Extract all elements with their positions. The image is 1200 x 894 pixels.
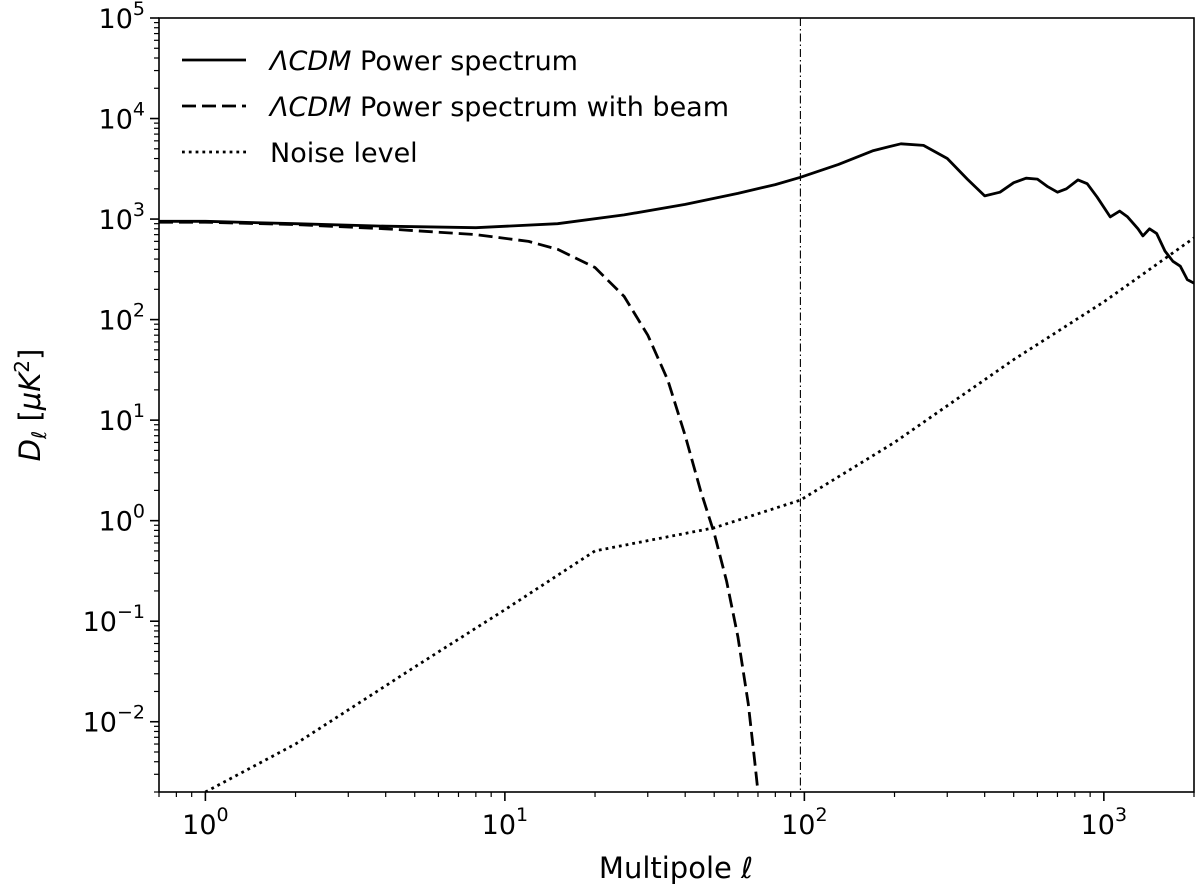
y-tick-label: 105	[99, 0, 145, 35]
y-axis-title: Dℓ [μK2]	[10, 349, 51, 462]
series-line-power-spectrum-beam	[159, 220, 760, 792]
x-tick-exp: 3	[1115, 804, 1127, 826]
y-tick-label: 104	[99, 99, 145, 136]
x-tick-exp: 0	[217, 804, 229, 826]
y-tick-base: 10	[99, 306, 133, 337]
y-tick-base: 10	[99, 105, 133, 136]
y-tick-label: 101	[99, 400, 145, 437]
legend-label-noise-level: Noise level	[270, 138, 418, 169]
y-tick-exp: 0	[133, 501, 145, 523]
y-tick-base: 10	[99, 4, 133, 35]
y-tick-exp: 2	[133, 300, 145, 322]
x-tick-label: 103	[1081, 804, 1127, 841]
x-tick-label: 102	[781, 804, 827, 841]
y-tick-base: 10	[99, 507, 133, 538]
y-tick-base: 10	[83, 708, 117, 739]
series-line-power-spectrum	[159, 142, 1194, 285]
x-tick-base: 10	[182, 810, 216, 841]
legend: ΛCDM Power spectrum ΛCDM Power spectrum …	[182, 46, 729, 169]
y-tick-base: 10	[99, 406, 133, 437]
x-tick-base: 10	[482, 810, 516, 841]
y-tick-exp: −2	[117, 702, 145, 724]
x-tick-base: 10	[781, 810, 815, 841]
y-tick-base: 10	[99, 205, 133, 236]
y-tick-exp: −1	[117, 601, 145, 623]
y-tick-label: 10−2	[83, 702, 145, 739]
y-tick-exp: 4	[133, 99, 145, 121]
y-tick-exp: 3	[133, 199, 145, 221]
legend-label-power-spectrum: ΛCDM Power spectrum	[268, 46, 578, 77]
y-tick-exp: 5	[133, 0, 145, 20]
y-tick-base: 10	[83, 607, 117, 638]
x-tick-exp: 2	[815, 804, 827, 826]
x-tick-exp: 1	[516, 804, 528, 826]
plot-area-frame	[158, 17, 1195, 793]
legend-label-power-spectrum-beam: ΛCDM Power spectrum with beam	[268, 92, 729, 123]
x-axis-title: Multipole ℓ	[599, 851, 753, 885]
y-tick-exp: 1	[133, 400, 145, 422]
x-tick-label: 101	[482, 804, 528, 841]
x-tick-label: 100	[182, 804, 228, 841]
y-tick-label: 10−1	[83, 601, 145, 638]
y-tick-label: 103	[99, 199, 145, 236]
series-line-noise-level	[204, 236, 1194, 792]
y-tick-label: 102	[99, 300, 145, 337]
x-tick-base: 10	[1081, 810, 1115, 841]
series-layer	[159, 18, 1194, 792]
y-tick-label: 100	[99, 501, 145, 538]
